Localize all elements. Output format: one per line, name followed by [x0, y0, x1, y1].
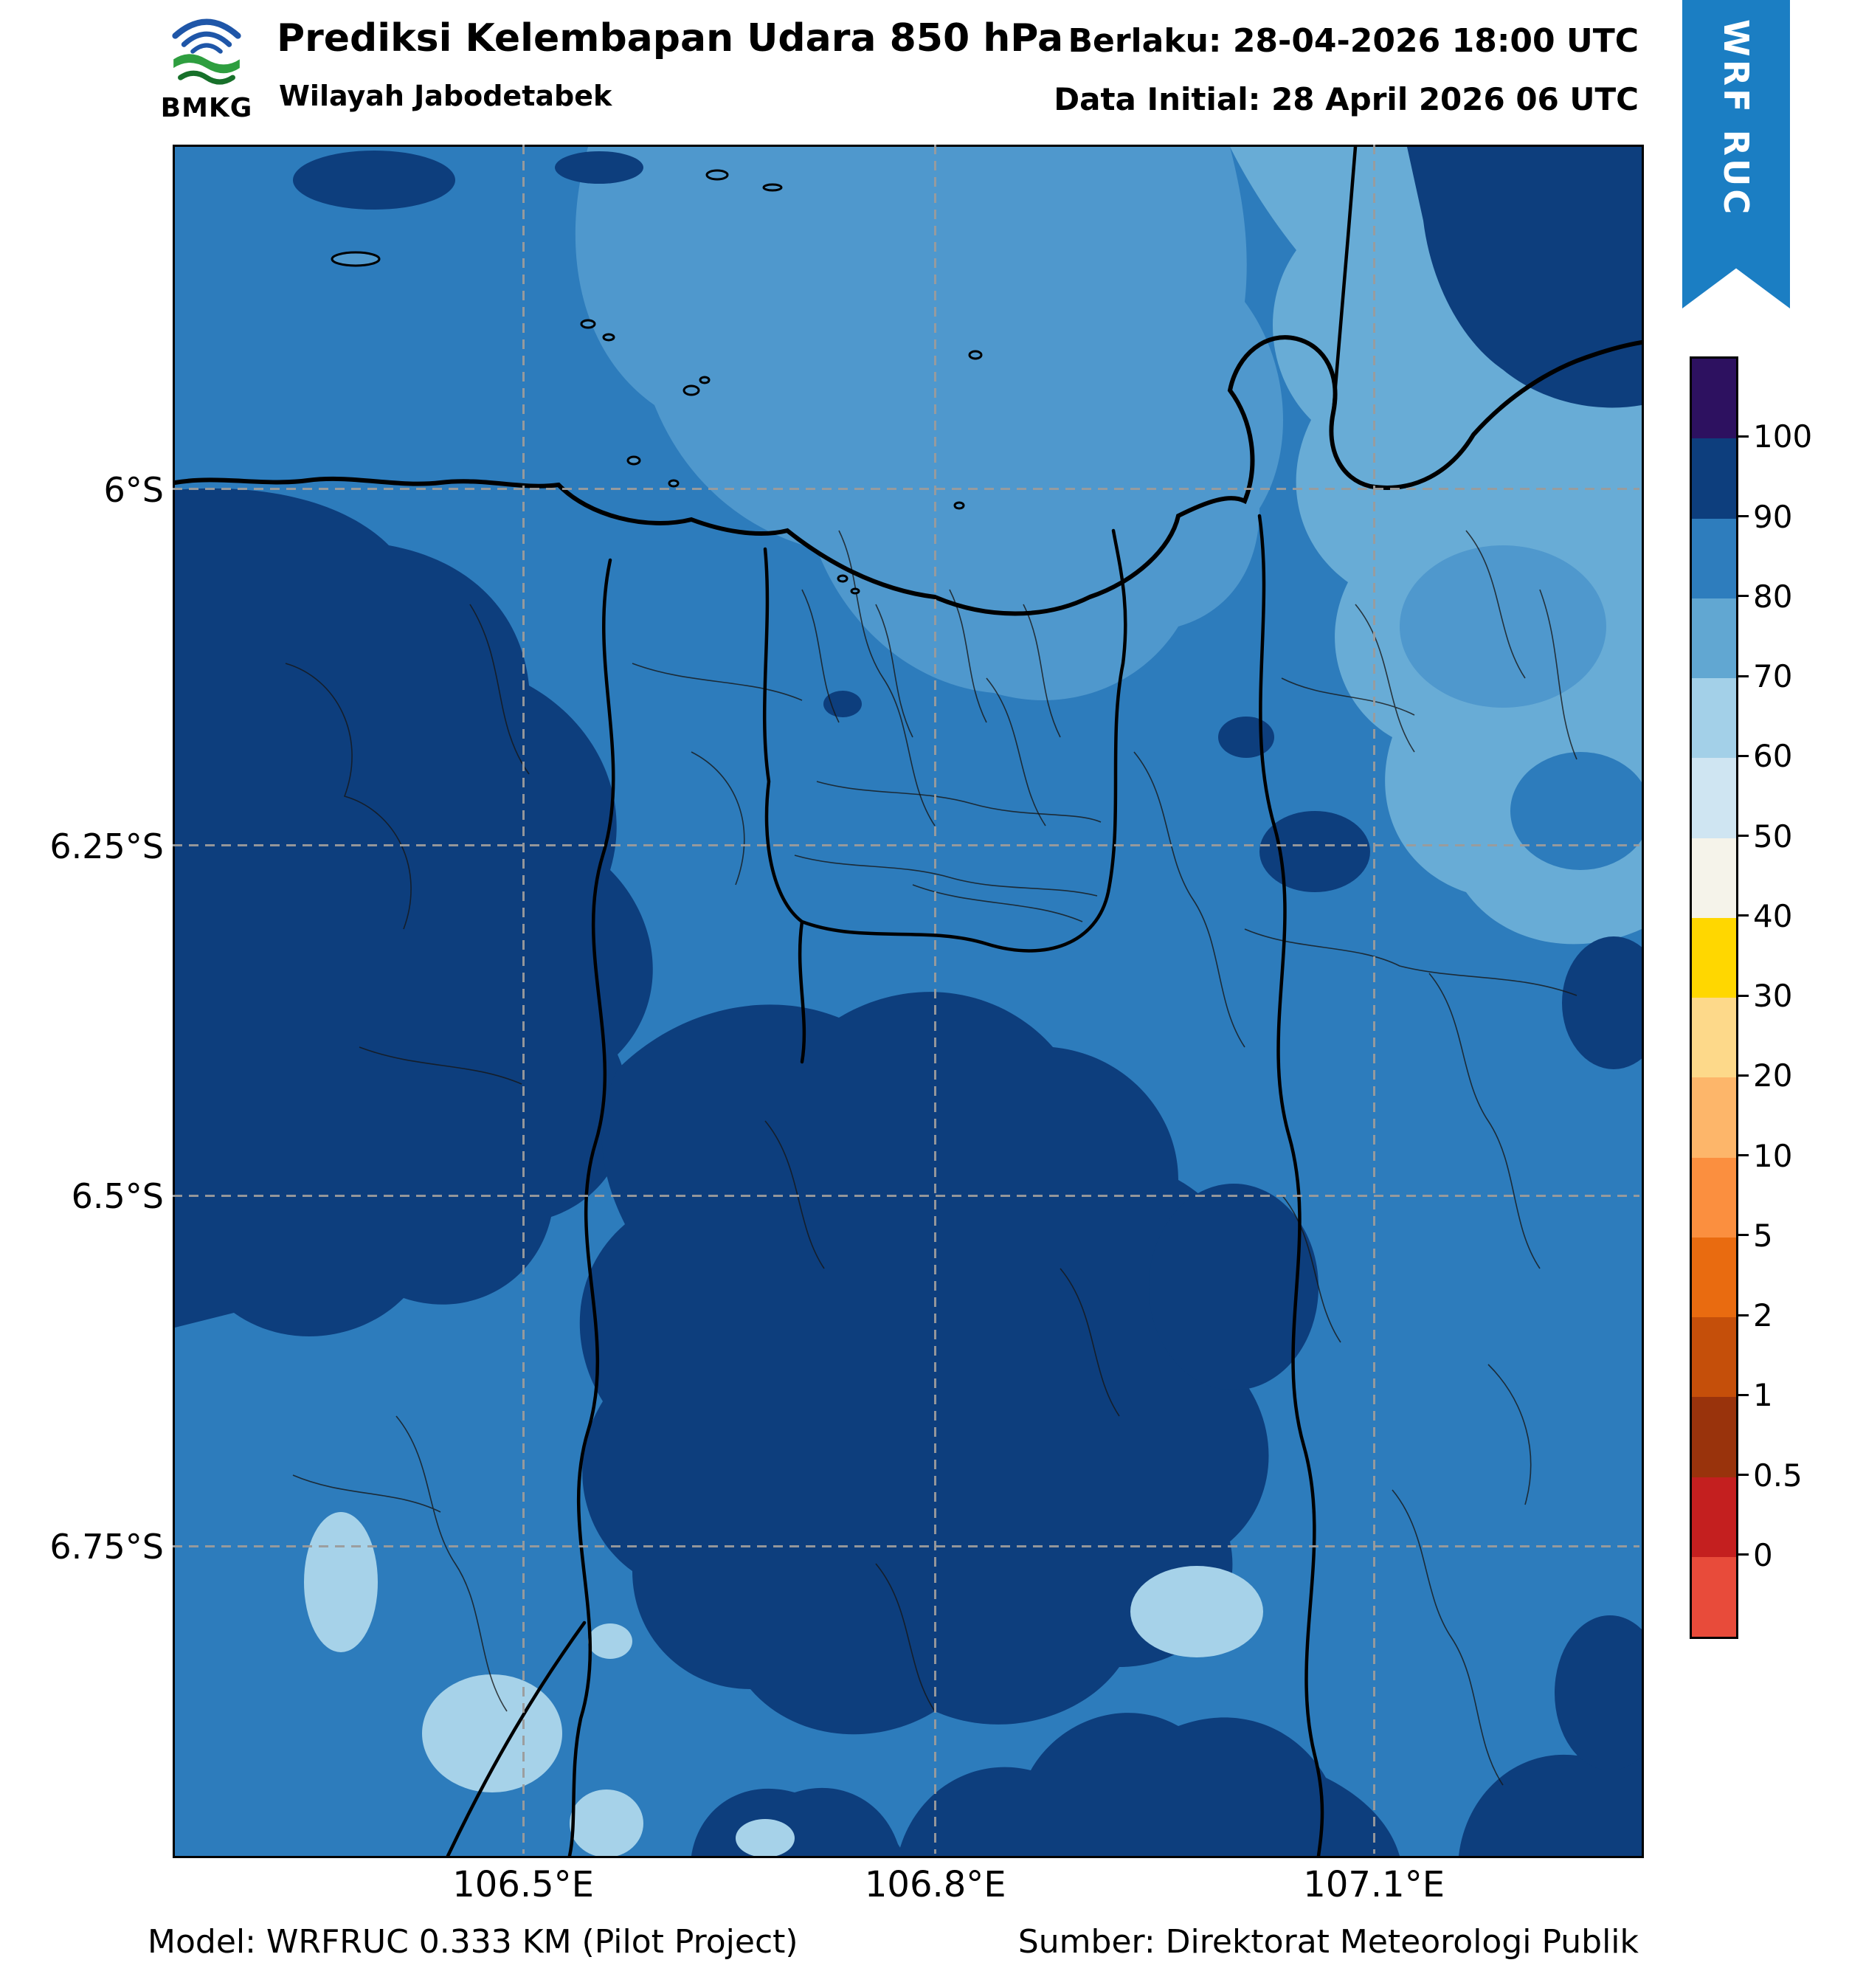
colorbar-tick-mark [1738, 1553, 1749, 1556]
bmkg-logo-text: BMKG [160, 93, 253, 123]
colorbar-segment [1692, 1477, 1736, 1557]
gridline-horizontal [173, 1545, 1639, 1547]
colorbar-segment [1692, 1317, 1736, 1398]
init-time-text: Data Initial: 28 April 2026 06 UTC [1054, 81, 1639, 117]
colorbar-tick-label: 50 [1753, 818, 1793, 855]
colorbar-segment [1692, 438, 1736, 519]
colorbar-segment [1692, 998, 1736, 1078]
colorbar-tick-label: 70 [1753, 658, 1793, 694]
islands [331, 169, 983, 595]
colorbar-segment [1692, 1237, 1736, 1317]
colorbar-segment [1692, 917, 1736, 998]
colorbar-tick-label: 5 [1753, 1217, 1773, 1254]
colorbar-tick-label: 30 [1753, 978, 1793, 1014]
colorbar-segment [1692, 359, 1736, 439]
colorbar-tick-mark [1738, 1234, 1749, 1237]
colorbar-tick-mark [1738, 1074, 1749, 1077]
colorbar-tick-label: 10 [1753, 1137, 1793, 1174]
gridline-vertical [934, 145, 937, 1854]
colorbar-tick-label: 60 [1753, 738, 1793, 775]
y-axis-tick-label: 6.25°S [49, 826, 164, 866]
colorbar-segment [1692, 678, 1736, 759]
colorbar-tick-label: 2 [1753, 1297, 1773, 1333]
colorbar-tick-mark [1738, 754, 1749, 757]
colorbar-tick-label: 100 [1753, 418, 1813, 455]
colorbar-tick-label: 0.5 [1753, 1457, 1803, 1494]
colorbar-segment [1692, 1556, 1736, 1637]
colorbar-segment [1692, 1157, 1736, 1238]
colorbar-tick-label: 20 [1753, 1057, 1793, 1094]
coastline [175, 335, 1642, 616]
y-axis-tick-label: 6°S [103, 469, 164, 510]
colorbar-segment [1692, 758, 1736, 838]
y-axis-tick-label: 6.75°S [49, 1527, 164, 1567]
colorbar-tick-label: 80 [1753, 578, 1793, 615]
model-ribbon-label: WRF RUC [1716, 19, 1756, 218]
colorbar-tick-label: 0 [1753, 1536, 1773, 1573]
city-district-boundaries [794, 589, 1102, 897]
colorbar-tick-mark [1738, 674, 1749, 677]
bmkg-logo: BMKG [151, 4, 262, 134]
page-title: Prediksi Kelembapan Udara 850 hPa [277, 16, 1064, 61]
map-plot-area [173, 145, 1644, 1858]
colorbar-tick-mark [1738, 994, 1749, 997]
colorbar-tick-mark [1738, 435, 1749, 438]
colorbar-tick-mark [1738, 1474, 1749, 1476]
colorbar-segment [1692, 1397, 1736, 1477]
model-info-text: Model: WRFRUC 0.333 KM (Pilot Project) [148, 1923, 798, 1961]
gridline-vertical [1372, 145, 1375, 1854]
colorbar-tick-label: 1 [1753, 1377, 1773, 1414]
colorbar-tick-mark [1738, 835, 1749, 837]
colorbar-tick-mark [1738, 595, 1749, 598]
x-axis-tick-label: 106.8°E [864, 1864, 1006, 1905]
colorbar-tick-mark [1738, 515, 1749, 517]
colorbar-tick-mark [1738, 1393, 1749, 1396]
colorbar-tick-mark [1738, 1154, 1749, 1156]
colorbar-segment [1692, 598, 1736, 678]
source-info-text: Sumber: Direktorat Meteorologi Publik [1017, 1923, 1639, 1961]
x-axis-tick-label: 107.1°E [1303, 1864, 1445, 1905]
bmkg-logo-icon [172, 18, 241, 85]
colorbar-segment [1692, 838, 1736, 918]
colorbar-tick-mark [1738, 914, 1749, 917]
page-subtitle: Wilayah Jabodetabek [279, 80, 612, 112]
colorbar-tick-label: 90 [1753, 498, 1793, 535]
gridline-horizontal [173, 488, 1639, 491]
gridline-vertical [522, 145, 525, 1854]
valid-time-text: Berlaku: 28-04-2026 18:00 UTC [1068, 22, 1639, 60]
province-boundaries [446, 147, 1358, 1856]
colorbar-segment [1692, 518, 1736, 598]
colorbar-tick-label: 40 [1753, 897, 1793, 934]
district-boundaries [285, 530, 1577, 1786]
humidity-map [175, 147, 1642, 1856]
colorbar [1690, 356, 1738, 1639]
high-humidity-regions [175, 147, 1642, 1856]
gridline-horizontal [173, 844, 1639, 847]
colorbar-segments [1692, 359, 1736, 1637]
gridline-horizontal [173, 1194, 1639, 1197]
x-axis-tick-label: 106.5°E [452, 1864, 594, 1905]
colorbar-segment [1692, 1077, 1736, 1158]
y-axis-tick-label: 6.5°S [71, 1176, 164, 1217]
model-ribbon: WRF RUC [1682, 0, 1790, 308]
colorbar-tick-mark [1738, 1314, 1749, 1316]
